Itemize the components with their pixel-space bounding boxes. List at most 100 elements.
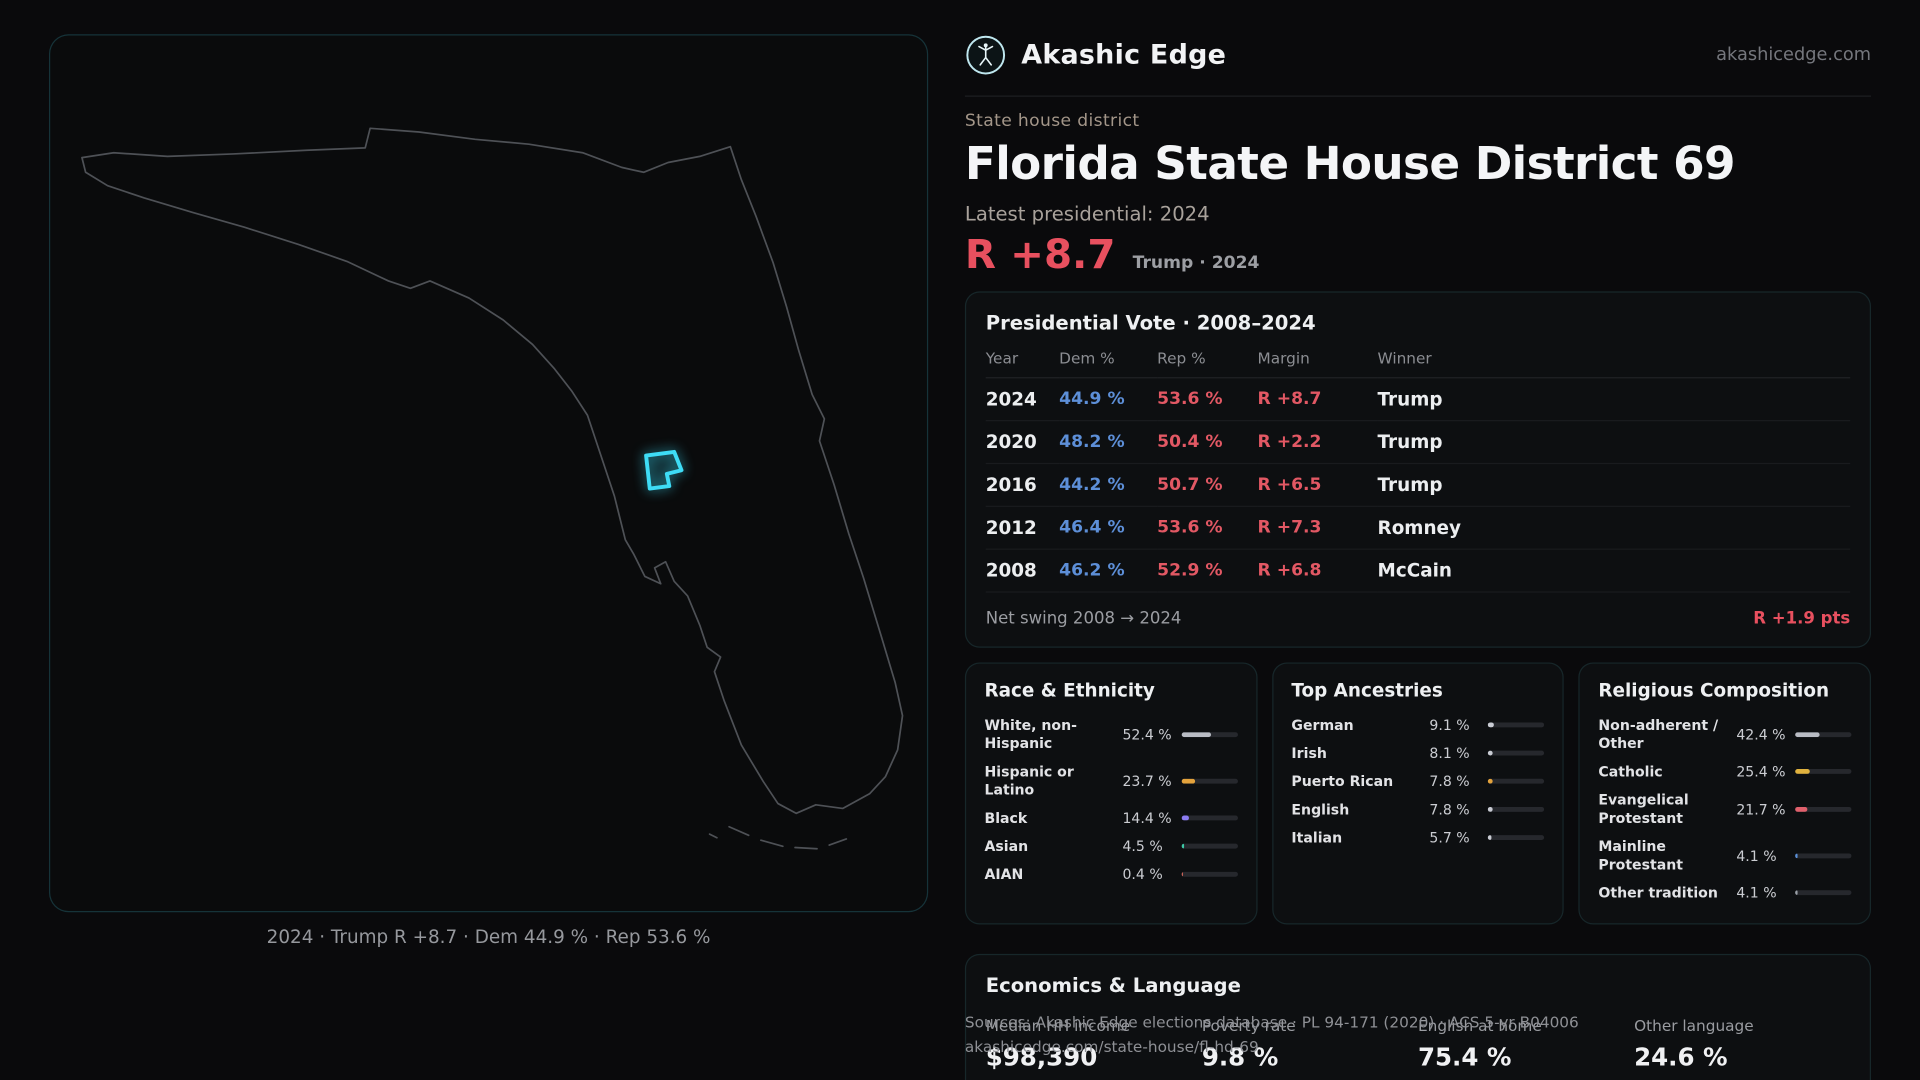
- stat-label: White, non-Hispanic: [984, 716, 1077, 752]
- economics-stats: Median HH income $98,390 Poverty rate 9.8 %…: [986, 1016, 1850, 1071]
- stat-bar: [1795, 769, 1852, 775]
- vote-winner: Trump: [1377, 420, 1851, 465]
- presidential-table-body: 2024 44.9 % 53.6 % R +8.7 Trump 2020 48.2 % 50.…: [985, 377, 1851, 593]
- stat-value: 4.1 %: [1736, 884, 1777, 902]
- vote-row: 2012 46.4 % 53.6 % R +7.3 Romney: [985, 506, 1851, 550]
- stat-label: Asian: [984, 837, 1029, 855]
- stat-bar-fill: [1795, 732, 1819, 738]
- economics-stat: English at home 75.4 %: [1418, 1016, 1634, 1071]
- stat-bar-fill: [1181, 732, 1211, 738]
- demographics-row: Race & Ethnicity White, non-Hispanic 52.4…: [964, 662, 1872, 924]
- detail-panel: Akashic Edge akashicedge.com State house…: [964, 29, 1872, 1080]
- margin-note: Trump · 2024: [1132, 253, 1260, 274]
- religion-row: Evangelical Protestant 21.7 %: [1598, 786, 1852, 832]
- map-panel: [48, 34, 929, 913]
- stat-bar-fill: [1488, 807, 1493, 813]
- economics-stat-value: $98,390: [985, 1041, 1098, 1071]
- brand-name: Akashic Edge: [1021, 39, 1227, 71]
- stat-bar: [1795, 890, 1852, 896]
- column-header: Rep %: [1157, 348, 1258, 379]
- economics-section: Economics & Language Median HH income $98…: [964, 953, 1872, 1080]
- stat-bar: [1181, 778, 1238, 784]
- economics-stat: Other language 24.6 %: [1634, 1016, 1850, 1071]
- net-swing-row: Net swing 2008 → 2024 R +1.9 pts: [986, 593, 1850, 629]
- stat-bar: [1181, 843, 1238, 849]
- florida-outline-path: [81, 127, 904, 815]
- stat-value: 23.7 %: [1122, 772, 1172, 790]
- stat-bar-fill: [1181, 871, 1183, 877]
- presidential-table-head-row: Year Dem % Rep % Margin Winner: [985, 348, 1851, 379]
- stat-value: 7.8 %: [1429, 773, 1470, 791]
- religion-card: Religious Composition Non-adherent / Oth…: [1578, 662, 1872, 924]
- ancestry-row: Puerto Rican 7.8 %: [1291, 768, 1545, 796]
- presidential-vote-card: Presidential Vote · 2008–2024 Year Dem % R…: [964, 291, 1872, 648]
- site-header: Akashic Edge akashicedge.com: [964, 29, 1872, 97]
- map-caption: 2024 · Trump R +8.7 · Dem 44.9 % · Rep 5…: [266, 925, 711, 948]
- race-row: AIAN 0.4 %: [984, 860, 1238, 888]
- vote-winner: Romney: [1377, 506, 1851, 550]
- vote-winner: Trump: [1377, 377, 1851, 422]
- florida-keys-path: [708, 825, 848, 850]
- economics-stat-label: Median HH income: [985, 1015, 1131, 1035]
- ancestry-row: German 9.1 %: [1291, 711, 1545, 739]
- vote-rep: 52.9 %: [1157, 549, 1258, 593]
- stat-label: English: [1291, 800, 1350, 818]
- stat-bar: [1181, 871, 1238, 877]
- stat-bar: [1181, 732, 1238, 738]
- sources-url-link[interactable]: akashicedge.com/state-house/fl-hd-69: [964, 1036, 1259, 1055]
- stat-bar-fill: [1488, 835, 1492, 841]
- vote-rep: 53.6 %: [1157, 377, 1258, 422]
- vote-margin: R +6.5: [1257, 463, 1378, 507]
- race-row: Black 14.4 %: [984, 804, 1238, 832]
- ancestries-card: Top Ancestries German 9.1 % Irish 8.1 % Puer…: [1271, 662, 1565, 924]
- religion-row: Non-adherent / Other 42.4 %: [1598, 711, 1852, 757]
- vote-dem: 44.2 %: [1059, 463, 1158, 507]
- page-title: Florida State House District 69: [964, 137, 1736, 190]
- economics-card-title: Economics & Language: [985, 972, 1241, 997]
- vote-row: 2008 46.2 % 52.9 % R +6.8 McCain: [985, 549, 1851, 593]
- stat-value: 9.1 %: [1429, 716, 1470, 735]
- florida-map: [81, 127, 904, 850]
- site-link[interactable]: akashicedge.com: [1716, 45, 1872, 65]
- stat-label: Catholic: [1598, 762, 1663, 780]
- stat-value: 52.4 %: [1122, 726, 1172, 744]
- stat-bar: [1795, 853, 1852, 858]
- race-card-title: Race & Ethnicity: [984, 679, 1155, 702]
- headline-margin: R +8.7 Trump · 2024: [964, 230, 1871, 278]
- vote-margin: R +7.3: [1257, 506, 1378, 550]
- stat-value: 25.4 %: [1736, 763, 1786, 781]
- religion-row: Catholic 25.4 %: [1598, 758, 1852, 786]
- stat-value: 4.5 %: [1122, 837, 1163, 855]
- religion-row: Other tradition 4.1 %: [1598, 879, 1852, 907]
- race-row: White, non-Hispanic 52.4 %: [984, 711, 1238, 757]
- stat-bar: [1488, 779, 1545, 785]
- vote-year: 2024: [985, 377, 1060, 422]
- stat-bar: [1488, 807, 1545, 813]
- stat-label: Italian: [1291, 828, 1343, 846]
- vote-rep: 53.6 %: [1157, 506, 1258, 550]
- vote-year: 2008: [985, 549, 1060, 593]
- column-header: Winner: [1377, 348, 1851, 379]
- vote-row: 2020 48.2 % 50.4 % R +2.2 Trump: [985, 420, 1851, 465]
- stat-bar: [1181, 815, 1238, 821]
- vote-row: 2016 44.2 % 50.7 % R +6.5 Trump: [985, 463, 1851, 507]
- district-highlight[interactable]: [644, 449, 684, 491]
- religion-card-title: Religious Composition: [1598, 679, 1830, 702]
- akashic-edge-logo-icon: [965, 34, 1007, 76]
- ancestry-row: English 7.8 %: [1291, 796, 1545, 824]
- economics-stat: Median HH income $98,390: [986, 1016, 1202, 1071]
- economics-stat-value: 75.4 %: [1417, 1041, 1512, 1071]
- race-ethnicity-card: Race & Ethnicity White, non-Hispanic 52.4…: [964, 662, 1258, 924]
- margin-value: R +8.7: [964, 230, 1116, 278]
- stat-value: 5.7 %: [1429, 829, 1470, 847]
- vote-row: 2024 44.9 % 53.6 % R +8.7 Trump: [985, 377, 1851, 422]
- stat-value: 14.4 %: [1122, 809, 1172, 827]
- presidential-vote-table: Year Dem % Rep % Margin Winner 2024 44.9 % 53.…: [985, 348, 1851, 593]
- race-row: Hispanic or Latino 23.7 %: [984, 758, 1238, 804]
- ancestry-row: Italian 5.7 %: [1291, 824, 1545, 852]
- vote-rep: 50.7 %: [1157, 463, 1258, 507]
- economics-stat: Poverty rate 9.8 %: [1202, 1016, 1418, 1071]
- stat-label: Other tradition: [1598, 883, 1718, 901]
- economics-stat-value: 24.6 %: [1634, 1041, 1728, 1071]
- stat-bar: [1795, 732, 1852, 738]
